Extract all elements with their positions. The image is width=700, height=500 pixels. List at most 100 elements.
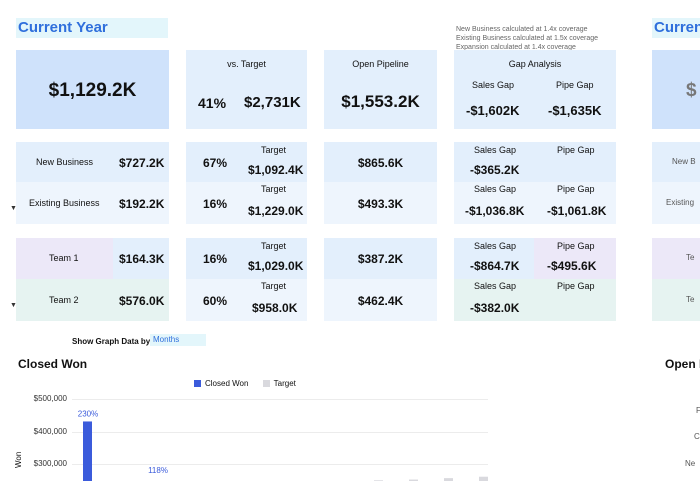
- segment-gap-existing-business: Sales Gap Pipe Gap -$1,036.8K -$1,061.8K: [454, 182, 616, 224]
- total-card-secondary: $: [652, 50, 700, 129]
- team-sales-gap-value: -$382.0K: [470, 301, 520, 315]
- team-pipeline-team-1: $387.2K: [324, 238, 437, 279]
- chart-legend: Closed Won Target: [194, 379, 296, 388]
- legend-closed-won-swatch: [194, 380, 201, 388]
- vs-target-label: vs. Target: [227, 59, 266, 69]
- segment-name-secondary: New B: [672, 157, 696, 166]
- segment-target-label: Target: [261, 145, 287, 155]
- open-pipeline-card: Open Pipeline $1,553.2K: [324, 50, 437, 129]
- pipe-gap-label: Pipe Gap: [556, 80, 594, 90]
- closed-won-title: Closed Won: [18, 357, 88, 371]
- team-target-value: $958.0K: [252, 301, 298, 315]
- team-pipeline-team-2: $462.4K: [324, 279, 437, 321]
- segment-target-value: $1,229.0K: [248, 204, 304, 218]
- vs-target-pct: 41%: [198, 95, 227, 111]
- team-pipe-gap-team-1: Pipe Gap -$495.6K: [534, 238, 616, 279]
- expand-teams-icon[interactable]: ▼: [10, 302, 17, 309]
- y-tick-label: $500,000: [33, 394, 67, 403]
- segment-target-label: Target: [261, 184, 287, 194]
- team-pipeline-value: $462.4K: [357, 294, 404, 308]
- open-pipeline-label: Open Pipeline: [352, 59, 409, 69]
- gridline: [72, 432, 488, 433]
- open-pipeline-value: $1,553.2K: [341, 92, 420, 111]
- gap-analysis-label: Gap Analysis: [508, 59, 562, 69]
- vs-target-value: $2,731K: [244, 94, 301, 111]
- total-value-secondary: $: [686, 80, 697, 101]
- team-pipe-gap-label: Pipe Gap: [557, 281, 595, 291]
- segment-row-existing-business: Existing Business $192.2K: [16, 182, 169, 224]
- segment-pipeline-existing-business: $493.3K: [324, 182, 437, 224]
- segment-value: $727.2K: [119, 156, 165, 170]
- team-sales-gap-team-2: Sales Gap -$382.0K: [454, 279, 534, 321]
- team-row-secondary-1: Te: [652, 238, 700, 279]
- y-tick-label: $300,000: [33, 459, 67, 468]
- team-name: Team 2: [49, 295, 79, 305]
- bar-target-11: [444, 478, 453, 481]
- segment-target-value: $1,092.4K: [248, 163, 304, 177]
- page-title-secondary: Curren: [652, 18, 700, 38]
- team-name-secondary: Te: [686, 253, 695, 262]
- graph-data-label: Show Graph Data by:: [72, 337, 153, 346]
- team-value-cell-team-2: $576.0K: [113, 279, 169, 321]
- bar-target-9: [374, 480, 383, 481]
- y-tick-label: $400,000: [33, 427, 67, 436]
- segment-sales-gap-value: -$1,036.8K: [465, 204, 525, 218]
- segment-pct: 67%: [203, 156, 228, 170]
- team-target-value: $1,029.0K: [248, 259, 304, 273]
- segment-pipeline-value: $493.3K: [357, 197, 404, 211]
- team-pct: 16%: [203, 252, 228, 266]
- segment-pipe-gap-value: -$1,061.8K: [547, 204, 607, 218]
- segment-pipeline-value: $865.6K: [357, 156, 404, 170]
- open-pipeline-chart-title: Open P: [665, 357, 700, 371]
- note-new-business: New Business calculated at 1.4x coverage: [456, 26, 588, 33]
- team-row-team-1: Team 1: [16, 238, 113, 279]
- segment-row-secondary-1: New B: [652, 142, 700, 182]
- open-chart-tick: Ne: [685, 459, 696, 468]
- segment-pct: 16%: [203, 197, 228, 211]
- segment-row-new-business: New Business $727.2K: [16, 142, 169, 182]
- team-sales-gap-team-1: Sales Gap -$864.7K: [454, 238, 534, 279]
- total-value: $1,129.2K: [48, 80, 137, 101]
- segment-pipe-gap-label: Pipe Gap: [557, 145, 595, 155]
- open-chart-tick: F: [696, 406, 700, 415]
- team-target-team-1: 16% Target $1,029.0K: [186, 238, 307, 279]
- segment-pipe-gap-label: Pipe Gap: [557, 184, 595, 194]
- expand-segments-icon[interactable]: ▼: [10, 205, 17, 212]
- team-sales-gap-value: -$864.7K: [470, 259, 520, 273]
- sales-gap-value: -$1,602K: [466, 103, 520, 118]
- legend-target-swatch: [262, 380, 270, 388]
- team-target-label: Target: [261, 241, 287, 251]
- team-pipe-gap-team-2: Pipe Gap: [534, 279, 616, 321]
- segment-name-secondary: Existing: [666, 198, 695, 207]
- team-row-secondary-2: Te: [652, 279, 700, 321]
- segment-sales-gap-label: Sales Gap: [474, 145, 517, 155]
- vs-target-card: vs. Target 41% $2,731K: [186, 50, 307, 129]
- segment-sales-gap-label: Sales Gap: [474, 184, 517, 194]
- page-title: Current Year: [16, 18, 168, 38]
- open-chart-tick: C: [694, 432, 700, 441]
- segment-row-secondary-2: Existing: [652, 182, 700, 224]
- team-value-cell-team-1: $164.3K: [113, 238, 169, 279]
- segment-pipeline-new-business: $865.6K: [324, 142, 437, 182]
- graph-period-select[interactable]: Months: [150, 334, 206, 346]
- data-label-2: 118%: [148, 466, 168, 475]
- data-label-1: 230%: [78, 409, 98, 418]
- gap-analysis-card: Gap Analysis Sales Gap Pipe Gap -$1,602K…: [454, 50, 616, 129]
- team-value: $576.0K: [119, 294, 165, 308]
- segment-sales-gap-value: -$365.2K: [470, 163, 520, 177]
- team-row-team-2: Team 2: [16, 279, 113, 321]
- note-existing-business: Existing Business calculated at 1.5x cov…: [456, 35, 599, 42]
- legend-closed-won-label: Closed Won: [205, 379, 249, 388]
- team-pipe-gap-value: -$495.6K: [547, 259, 597, 273]
- bar-target-10: [409, 479, 418, 481]
- segment-target-existing-business: 16% Target $1,229.0K: [186, 182, 307, 224]
- team-pct: 60%: [203, 294, 228, 308]
- team-pipeline-value: $387.2K: [357, 252, 404, 266]
- gridline: [72, 399, 488, 400]
- gridline: [72, 464, 488, 465]
- bar-closed-won-1: [83, 421, 92, 481]
- segment-target-new-business: 67% Target $1,092.4K: [186, 142, 307, 182]
- bar-target-12: [479, 476, 488, 481]
- team-name: Team 1: [49, 253, 79, 263]
